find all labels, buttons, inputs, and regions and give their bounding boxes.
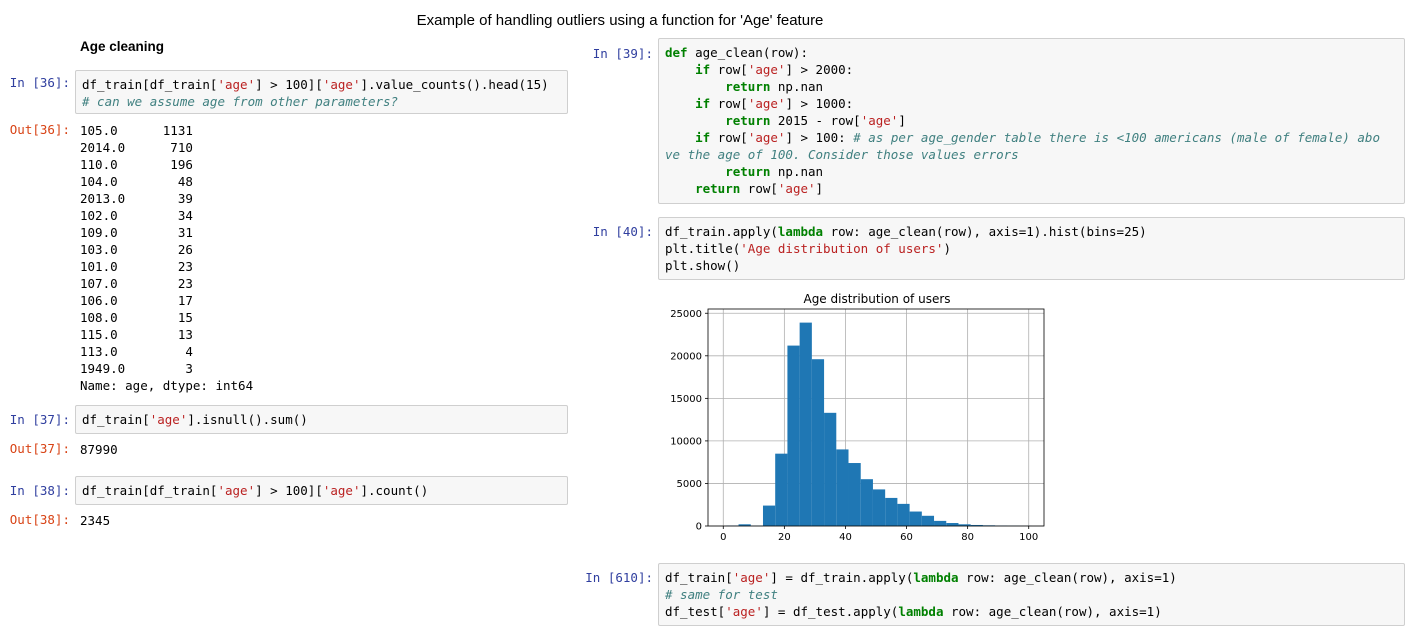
code-line: return np.nan <box>725 164 824 179</box>
x-tick-label: 60 <box>900 532 913 543</box>
code-line: plt.show() <box>665 258 741 273</box>
code-line: df_train['age'].isnull().sum() <box>82 412 308 427</box>
code-line: def age_clean(row): <box>665 45 808 60</box>
y-tick-label: 25000 <box>670 309 702 320</box>
in-prompt-36: In [36]: <box>9 75 70 90</box>
code-lines: df_train['age'] = df_train.apply(lambda … <box>659 564 1404 625</box>
histogram-bar <box>811 359 825 526</box>
code-line: df_train['age'] = df_train.apply(lambda … <box>665 570 1177 585</box>
histogram-bar <box>775 453 788 526</box>
histogram-bar <box>885 497 898 526</box>
code-line: # same for test <box>665 587 778 602</box>
out-prompt-38: Out[38]: <box>9 512 70 527</box>
code-line: if row['age'] > 2000: <box>695 62 854 77</box>
y-tick-label: 5000 <box>677 479 702 490</box>
code-lines: df_train['age'].isnull().sum() <box>76 406 567 433</box>
code-lines: df_train[df_train['age'] > 100]['age'].v… <box>76 71 567 115</box>
histogram-chart: Age distribution of users 0 20 40 60 80 100 0 5… <box>670 292 1045 543</box>
x-tick-label: 100 <box>1019 532 1038 543</box>
x-tick-label: 20 <box>778 532 791 543</box>
code-cell-37[interactable]: df_train['age'].isnull().sum() <box>75 405 568 434</box>
histogram-bar <box>848 463 861 526</box>
code-line: # can we assume age from other parameter… <box>82 94 399 109</box>
code-cell-36[interactable]: df_train[df_train['age'] > 100]['age'].v… <box>75 70 568 114</box>
histogram-bar <box>946 523 959 526</box>
code-cell-38[interactable]: df_train[df_train['age'] > 100]['age'].c… <box>75 476 568 505</box>
in-prompt-40: In [40]: <box>592 224 653 239</box>
code-cell-39[interactable]: def age_clean(row): if row['age'] > 2000… <box>658 38 1405 204</box>
y-tick-label: 0 <box>696 522 702 533</box>
code-line: ve the age of 100. Consider those values… <box>665 147 1019 162</box>
plot-frame <box>707 308 1045 527</box>
histogram-bar <box>958 524 971 526</box>
histogram-bar <box>738 524 751 526</box>
page-title: Example of handling outliers using a fun… <box>416 12 824 29</box>
code-line: return 2015 - row['age'] <box>725 113 906 128</box>
chart-ticks: 0 20 40 60 80 100 0 5000 10000 15000 20000 25000 <box>670 309 1038 543</box>
histogram-bar <box>970 524 983 526</box>
x-tick-label: 40 <box>839 532 852 543</box>
code-lines: df_train[df_train['age'] > 100]['age'].c… <box>76 477 567 504</box>
histogram-bar <box>921 515 935 526</box>
code-cell-40[interactable]: df_train.apply(lambda row: age_clean(row… <box>658 217 1405 280</box>
histogram-bar <box>799 322 812 526</box>
code-line: df_train[df_train['age'] > 100]['age'].v… <box>82 77 549 92</box>
histogram-bar <box>836 449 849 526</box>
code-lines: df_train.apply(lambda row: age_clean(row… <box>659 218 1404 279</box>
in-prompt-37: In [37]: <box>9 412 70 427</box>
code-line: df_test['age'] = df_test.apply(lambda ro… <box>665 604 1162 619</box>
in-prompt-39: In [39]: <box>592 46 653 61</box>
histogram-bar <box>909 511 922 526</box>
code-line: return row['age'] <box>695 181 824 196</box>
code-line: if row['age'] > 1000: <box>695 96 854 111</box>
section-heading: Age cleaning <box>80 39 165 54</box>
out-prompt-36: Out[36]: <box>9 122 70 137</box>
histogram-bar <box>934 520 947 526</box>
in-prompt-38: In [38]: <box>9 483 70 498</box>
chart-bars <box>726 322 1032 526</box>
code-line: plt.title('Age distribution of users') <box>665 241 951 256</box>
out-prompt-37: Out[37]: <box>9 441 70 456</box>
y-tick-label: 15000 <box>670 394 702 405</box>
code-cell-610[interactable]: df_train['age'] = df_train.apply(lambda … <box>658 563 1405 626</box>
y-tick-label: 20000 <box>670 351 702 362</box>
output-37: 87990 <box>80 442 118 457</box>
histogram-bar <box>787 345 800 526</box>
histogram-bar <box>897 503 910 526</box>
code-line: if row['age'] > 100: # as per age_gender… <box>695 130 1380 145</box>
in-prompt-610: In [610]: <box>585 570 653 585</box>
histogram-bar <box>860 479 873 526</box>
x-tick-label: 0 <box>720 532 726 543</box>
code-lines: def age_clean(row): if row['age'] > 2000… <box>659 39 1404 202</box>
output-36: 105.0 1131 2014.0 710 110.0 196 104.0 48… <box>80 123 254 393</box>
code-line: df_train.apply(lambda row: age_clean(row… <box>665 224 1147 239</box>
chart-title: Age distribution of users <box>803 292 950 306</box>
x-tick-label: 80 <box>961 532 974 543</box>
histogram-bar <box>762 505 776 526</box>
code-line: df_train[df_train['age'] > 100]['age'].c… <box>82 483 429 498</box>
code-line: return np.nan <box>725 79 824 94</box>
histogram-bar <box>824 412 837 526</box>
y-tick-label: 10000 <box>670 436 702 447</box>
output-38: 2345 <box>80 513 111 528</box>
histogram-bar <box>872 489 886 526</box>
